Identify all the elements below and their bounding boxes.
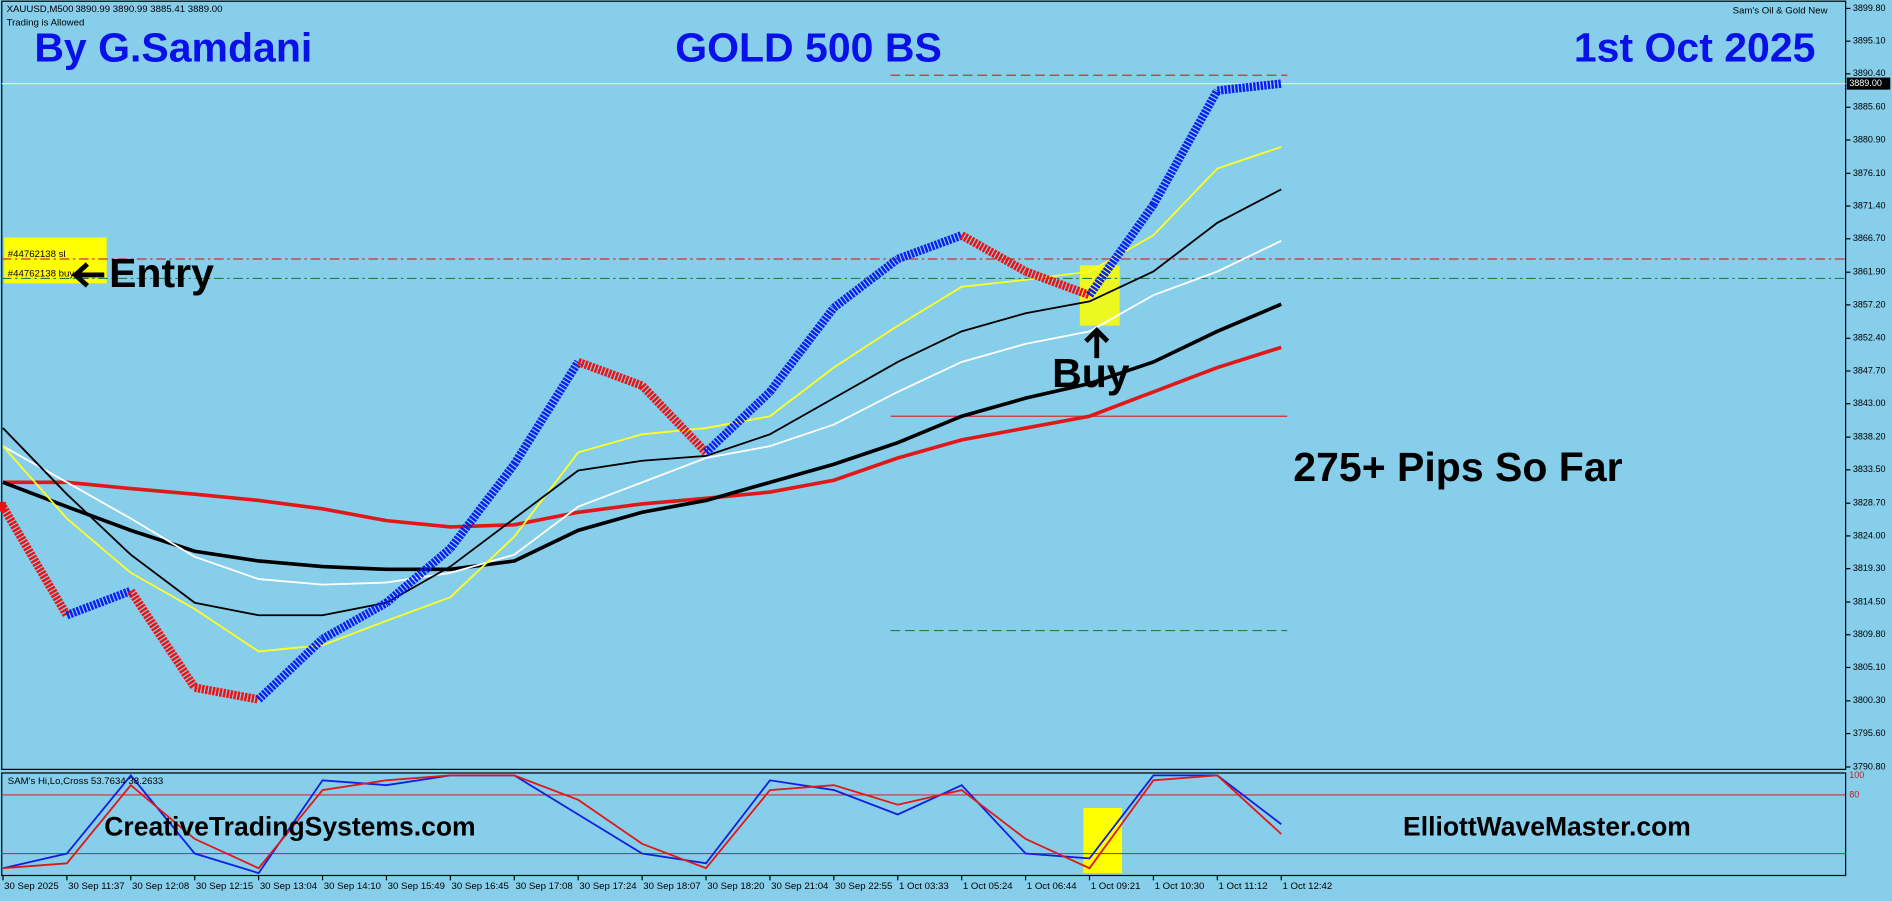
osc-title: SAM's Hi,Lo,Cross 53.7634 38.2633 — [8, 776, 163, 787]
x-tick-label: 30 Sep 2025 — [4, 881, 59, 892]
moving-average — [2, 302, 1282, 572]
moving-average — [2, 240, 1282, 586]
x-tick-label: 30 Sep 12:15 — [196, 881, 253, 892]
moving-average — [2, 345, 1282, 529]
status: Trading is Allowed — [7, 17, 85, 28]
price-bar — [766, 305, 838, 395]
y-tick-label: 3833.50 — [1853, 464, 1886, 474]
x-tick-label: 30 Sep 16:45 — [452, 881, 509, 892]
y-tick-label: 3800.30 — [1853, 695, 1886, 705]
y-tick-label: 3880.90 — [1853, 134, 1886, 144]
x-tick-label: 30 Sep 14:10 — [324, 881, 381, 892]
price-bar — [447, 461, 518, 552]
y-tick-label: 3795.60 — [1853, 728, 1886, 738]
osc-tick-label: 100 — [1849, 770, 1864, 780]
current-price-label: 3889.00 — [1849, 78, 1882, 88]
y-tick-label: 3895.10 — [1853, 36, 1886, 46]
x-tick-label: 1 Oct 03:33 — [899, 881, 949, 892]
price-bar — [831, 255, 901, 312]
y-tick-label: 3866.70 — [1853, 233, 1886, 243]
y-tick-label: 3805.10 — [1853, 662, 1886, 672]
y-tick-label: 3819.30 — [1853, 563, 1886, 573]
y-tick-label: 3847.70 — [1853, 365, 1886, 375]
y-tick-label: 3809.80 — [1853, 629, 1886, 639]
x-tick-label: 1 Oct 12:42 — [1282, 881, 1332, 892]
x-tick-label: 30 Sep 17:08 — [515, 881, 572, 892]
x-tick-label: 30 Sep 22:55 — [835, 881, 892, 892]
y-tick-label: 3899.80 — [1853, 3, 1886, 13]
x-tick-label: 30 Sep 18:20 — [707, 881, 764, 892]
price-bar — [1149, 88, 1222, 207]
osc-tick-label: 80 — [1849, 789, 1859, 799]
moving-average — [2, 188, 1282, 617]
order-sl: #44762138 sl — [8, 249, 66, 260]
price-bar — [0, 504, 71, 618]
indicator-name: Sam's Oil & Gold New — [1733, 5, 1828, 16]
y-tick-label: 3890.40 — [1853, 68, 1886, 78]
date: 1st Oct 2025 — [1574, 24, 1816, 70]
x-tick-label: 30 Sep 15:49 — [388, 881, 445, 892]
x-tick-label: 1 Oct 10:30 — [1155, 881, 1205, 892]
x-tick-label: 30 Sep 18:07 — [643, 881, 700, 892]
osc-frame — [1, 772, 1847, 877]
y-tick-label: 3871.40 — [1853, 200, 1886, 210]
price-bar — [65, 586, 133, 620]
price-bar — [639, 382, 710, 456]
entry-label: Entry — [109, 250, 214, 296]
current-price-box — [1846, 77, 1891, 90]
osc-line — [2, 774, 1282, 870]
y-tick-label: 3843.00 — [1853, 398, 1886, 408]
y-tick-label: 3828.70 — [1853, 498, 1886, 508]
price-bar — [1024, 267, 1091, 300]
y-tick-label: 3861.90 — [1853, 267, 1886, 277]
y-tick-label: 3790.80 — [1853, 761, 1886, 771]
x-tick-label: 1 Oct 09:21 — [1091, 881, 1141, 892]
y-tick-label: 3852.40 — [1853, 333, 1886, 343]
order-buy: #44762138 buy — [8, 268, 75, 279]
x-tick-label: 1 Oct 11:12 — [1219, 881, 1268, 892]
price-bar — [896, 231, 964, 263]
price-bar — [127, 588, 199, 690]
price-bar — [576, 357, 644, 390]
result: 275+ Pips So Far — [1293, 444, 1622, 490]
x-tick-label: 30 Sep 12:08 — [132, 881, 189, 892]
moving-average — [2, 146, 1282, 653]
chart-title: GOLD 500 BS — [675, 24, 942, 70]
price-bar — [1086, 202, 1157, 298]
x-tick-label: 30 Sep 21:04 — [771, 881, 829, 892]
price-bar — [703, 388, 773, 456]
y-tick-label: 3857.20 — [1853, 299, 1886, 309]
entry-arrow — [71, 262, 105, 288]
x-tick-label: 1 Oct 06:44 — [1027, 881, 1077, 892]
site-left: CreativeTradingSystems.com — [104, 811, 475, 841]
x-tick-label: 30 Sep 17:24 — [579, 881, 637, 892]
y-tick-label: 3824.00 — [1853, 530, 1886, 540]
x-tick-label: 1 Oct 05:24 — [963, 881, 1013, 892]
y-tick-label: 3814.50 — [1853, 596, 1886, 606]
buy-arrow — [1084, 327, 1110, 359]
price-bar — [959, 231, 1028, 276]
y-tick-label: 3885.60 — [1853, 102, 1886, 112]
x-tick-label: 30 Sep 11:37 — [68, 881, 125, 892]
y-tick-label: 3876.10 — [1853, 168, 1886, 178]
buy-label: Buy — [1052, 350, 1130, 396]
main-frame — [1, 0, 1847, 770]
osc-line — [2, 773, 1282, 875]
symbol: XAUUSD,M500 — [7, 4, 74, 15]
x-tick-label: 30 Sep 13:04 — [260, 881, 318, 892]
price-bar — [383, 545, 454, 606]
author: By G.Samdani — [34, 24, 312, 70]
site-right: ElliottWaveMaster.com — [1403, 811, 1691, 841]
ohlc: 3890.99 3890.99 3885.41 3889.00 — [75, 4, 222, 15]
price-bar — [510, 359, 582, 467]
price-bar — [320, 599, 389, 643]
y-tick-label: 3838.20 — [1853, 432, 1886, 442]
price-bar — [255, 635, 326, 703]
